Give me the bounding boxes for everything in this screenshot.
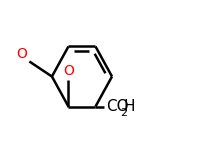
Text: O: O bbox=[63, 64, 74, 78]
Text: O: O bbox=[16, 47, 27, 61]
Text: H: H bbox=[123, 99, 135, 114]
Text: CO: CO bbox=[106, 99, 129, 114]
Text: 2: 2 bbox=[120, 108, 127, 118]
